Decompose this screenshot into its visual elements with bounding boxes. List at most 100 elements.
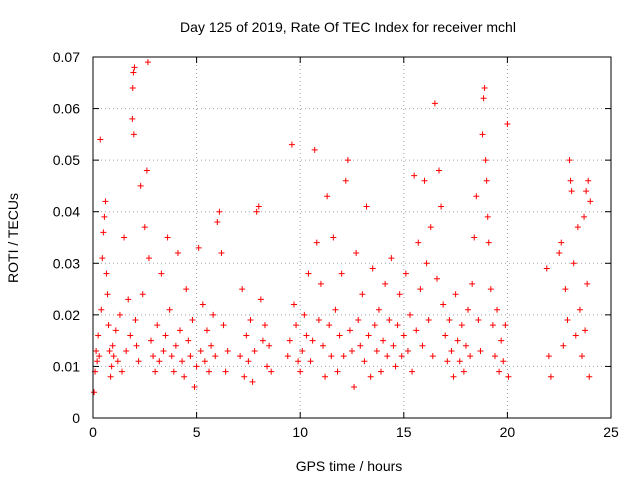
data-point [566,157,573,164]
data-point [417,286,424,293]
data-point [125,296,132,303]
data-point [177,327,184,334]
data-point [104,291,111,298]
y-tick-label: 0.03 [53,255,80,271]
data-point [382,280,389,287]
data-point [162,332,169,339]
data-point [98,306,105,313]
data-point [480,95,487,102]
data-point [413,327,420,334]
data-point [446,317,453,324]
data-point [390,342,397,349]
data-point [504,121,511,128]
data-point [415,239,422,246]
y-tick-label: 0.06 [53,101,80,117]
data-point [95,332,102,339]
data-point [491,353,498,360]
data-point [452,291,459,298]
y-axis-label: ROTI / TECUs [5,193,21,283]
data-point [106,347,113,354]
data-point [203,327,210,334]
data-point [247,317,254,324]
data-point [556,249,563,256]
data-point [154,322,161,329]
data-point [170,368,177,375]
data-point [386,317,393,324]
data-point [222,368,229,375]
data-point [319,342,326,349]
data-point [394,322,401,329]
data-point [402,270,409,277]
data-point [484,213,491,220]
data-point [409,368,416,375]
data-point [560,342,567,349]
data-point [467,353,474,360]
data-point [295,358,302,365]
data-point [442,332,449,339]
data-point [502,322,509,329]
data-point [110,353,117,360]
data-point [193,363,200,370]
data-point [174,249,181,256]
data-point [373,347,380,354]
data-point [135,358,142,365]
data-point [114,358,121,365]
data-point [431,100,438,107]
data-point [440,301,447,308]
data-point [297,368,304,375]
data-point [123,347,130,354]
data-point [143,167,150,174]
data-point [469,280,476,287]
data-point [116,311,123,318]
data-point [328,353,335,360]
data-point [572,332,579,339]
y-tick-label: 0.05 [53,152,80,168]
data-point [130,131,137,138]
data-point [562,286,569,293]
data-point [158,270,165,277]
data-point [475,317,482,324]
data-point [334,368,341,375]
data-point [261,322,268,329]
data-point [185,337,192,344]
data-point [332,306,339,313]
data-points [91,59,594,396]
data-point [94,358,101,365]
data-point [139,291,146,298]
data-point [245,358,252,365]
data-point [448,347,455,354]
data-point [150,353,157,360]
data-point [324,193,331,200]
data-point [317,280,324,287]
data-point [290,301,297,308]
data-point [107,373,114,380]
data-point [101,213,108,220]
data-point [482,157,489,164]
data-point [340,353,347,360]
data-point [564,317,571,324]
data-point [586,373,593,380]
data-point [581,213,588,220]
data-point [249,378,256,385]
data-point [349,347,355,354]
data-point [112,327,119,334]
data-point [127,332,134,339]
data-point [578,353,585,360]
data-point [351,384,358,391]
data-point [326,322,333,329]
data-point [266,342,273,349]
data-point [130,69,137,76]
data-point [183,286,190,293]
data-point [485,239,492,246]
y-tick-label: 0.02 [53,307,80,323]
data-point [473,193,480,200]
data-point [384,353,391,360]
data-point [361,358,368,365]
data-point [438,203,445,210]
data-point [365,332,372,339]
data-point [407,311,414,318]
data-point [133,342,140,349]
data-point [419,342,426,349]
data-point [547,373,554,380]
